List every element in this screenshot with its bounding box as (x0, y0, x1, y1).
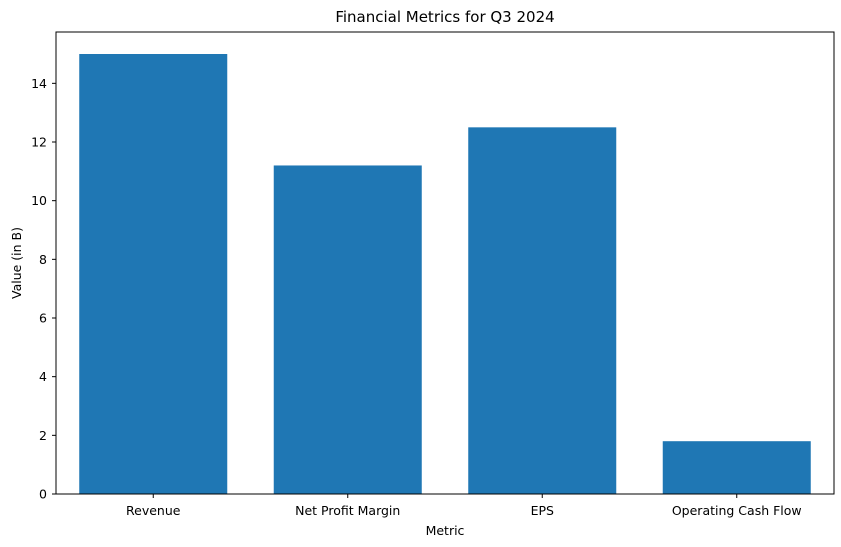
y-tick-label: 2 (39, 428, 47, 443)
y-axis-label: Value (in B) (9, 227, 24, 299)
x-axis: Revenue Net Profit Margin EPS Operating Cas… (126, 494, 802, 518)
y-axis: 0 2 4 6 8 10 12 14 (31, 76, 56, 502)
y-tick-label: 12 (31, 135, 47, 150)
bar-revenue (79, 54, 228, 494)
bar-operating-cash-flow (662, 441, 811, 494)
x-tick-label: Revenue (126, 503, 181, 518)
x-tick-label: EPS (531, 503, 554, 518)
y-tick-label: 14 (31, 76, 47, 91)
chart-title: Financial Metrics for Q3 2024 (335, 8, 554, 26)
x-axis-label: Metric (426, 523, 465, 538)
x-tick-label: Net Profit Margin (295, 503, 400, 518)
bar-net-profit-margin (273, 165, 422, 494)
bar-eps (468, 127, 617, 494)
plot-frame (55, 31, 835, 495)
x-tick-label: Operating Cash Flow (672, 503, 802, 518)
y-tick-label: 8 (39, 252, 47, 267)
bars-group (79, 54, 811, 494)
y-tick-label: 4 (39, 369, 47, 384)
y-tick-label: 6 (39, 311, 47, 326)
y-tick-label: 10 (31, 193, 47, 208)
y-tick-label: 0 (39, 487, 47, 502)
